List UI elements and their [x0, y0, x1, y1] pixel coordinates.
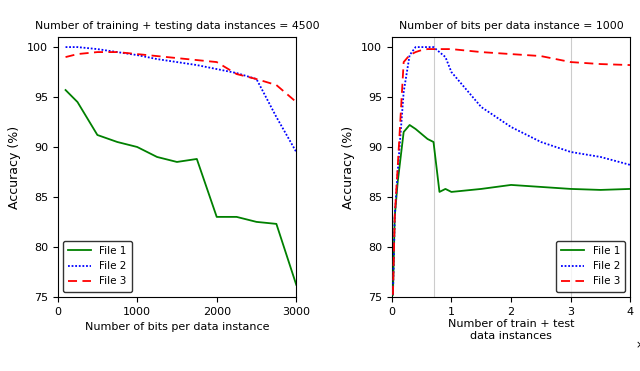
- Y-axis label: Accuracy (%): Accuracy (%): [8, 125, 21, 209]
- X-axis label: Number of train + test
data instances: Number of train + test data instances: [448, 319, 574, 341]
- X-axis label: Number of bits per data instance: Number of bits per data instance: [84, 322, 269, 332]
- Y-axis label: Accuracy (%): Accuracy (%): [342, 125, 355, 209]
- Title: Number of bits per data instance = 1000: Number of bits per data instance = 1000: [399, 21, 623, 31]
- Title: Number of training + testing data instances = 4500: Number of training + testing data instan…: [35, 21, 319, 31]
- Legend: File 1, File 2, File 3: File 1, File 2, File 3: [556, 241, 625, 292]
- Legend: File 1, File 2, File 3: File 1, File 2, File 3: [63, 241, 132, 292]
- Text: $\times 10^{4}$: $\times 10^{4}$: [635, 337, 640, 351]
